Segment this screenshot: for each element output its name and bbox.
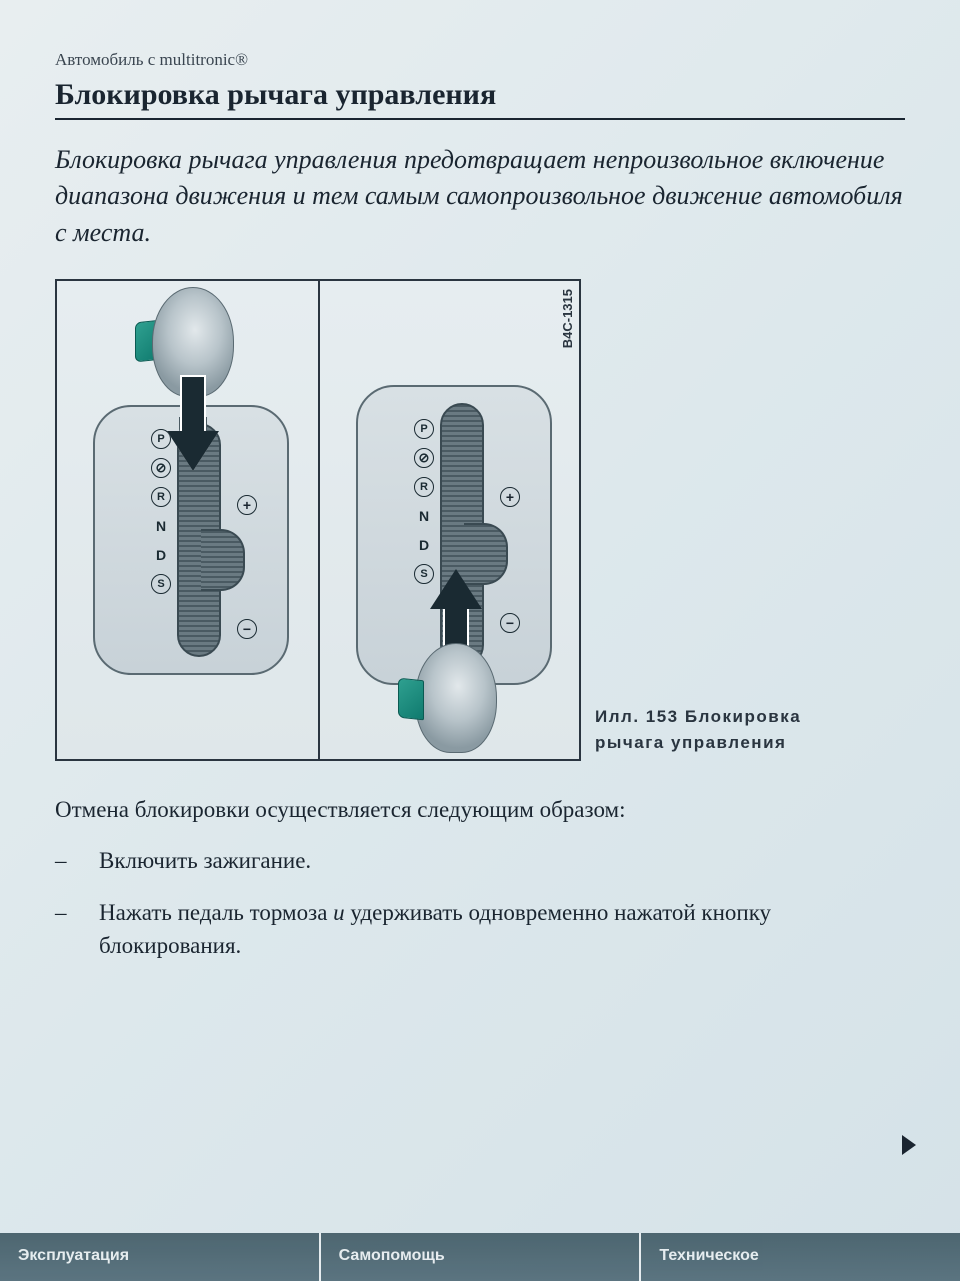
gear-labels: P ⊘ R N D S	[414, 419, 434, 584]
footer-tabs: Эксплуатация Самопомощь Техническое	[0, 1233, 960, 1281]
tab-technical[interactable]: Техническое	[641, 1233, 960, 1281]
gear-knob-icon	[415, 643, 497, 753]
steps-list: – Включить зажигание. – Нажать педаль то…	[55, 845, 905, 962]
figure-block: P ⊘ R N D S + − B4C-1315	[55, 279, 905, 761]
tab-operation[interactable]: Эксплуатация	[0, 1233, 321, 1281]
list-item: – Нажать педаль тормоза и удерживать одн…	[55, 897, 905, 961]
page-title: Блокировка рычага управления	[55, 78, 905, 120]
figure-panel-left: P ⊘ R N D S + −	[57, 281, 318, 759]
figure-code: B4C-1315	[560, 289, 575, 348]
minus-icon: −	[237, 619, 257, 639]
arrow-down-icon	[167, 375, 219, 471]
breadcrumb: Автомобиль с multitronic®	[55, 50, 905, 70]
step-text: Включить зажигание.	[99, 845, 311, 877]
figure-panel-right: B4C-1315 P ⊘ R N D S + −	[318, 281, 579, 759]
minus-icon: −	[500, 613, 520, 633]
intro-text: Блокировка рычага управления предотвраща…	[55, 142, 905, 251]
shift-lock-button-icon	[398, 678, 424, 721]
step-text: Нажать педаль тормоза и удерживать однов…	[99, 897, 905, 961]
figure-frame: P ⊘ R N D S + − B4C-1315	[55, 279, 581, 761]
plus-icon: +	[237, 495, 257, 515]
figure-caption: Илл. 153 Блокировка рычага управления	[595, 704, 875, 761]
tab-selfhelp[interactable]: Самопомощь	[321, 1233, 642, 1281]
instruction-text: Отмена блокировки осуществляется следующ…	[55, 797, 905, 823]
next-page-icon[interactable]	[902, 1135, 916, 1155]
dash-icon: –	[55, 845, 99, 877]
list-item: – Включить зажигание.	[55, 845, 905, 877]
plus-icon: +	[500, 487, 520, 507]
dash-icon: –	[55, 897, 99, 961]
